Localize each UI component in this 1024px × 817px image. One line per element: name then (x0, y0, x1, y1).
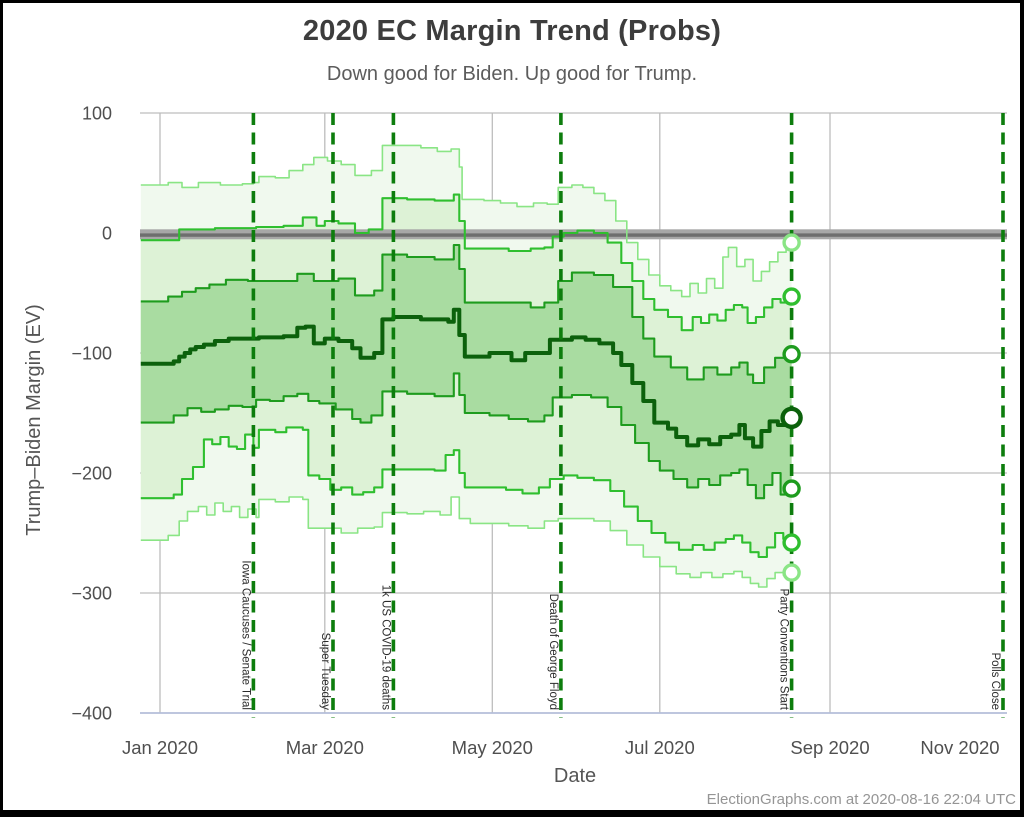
trend-line-lower-middle (140, 426, 793, 559)
event-label: Super Tuesday (319, 633, 331, 711)
zero-reference-line (140, 229, 1007, 240)
y-tick-label: −200 (71, 464, 112, 484)
x-tick-label: Sep 2020 (790, 737, 869, 758)
event-label: Iowa Caucuses / Senate Trial (239, 560, 251, 710)
endpoint-marker-upper-middle (782, 287, 801, 306)
event-label: Party Conventions Start (778, 589, 790, 711)
y-tick-label: −100 (71, 344, 112, 364)
chart-subtitle: Down good for Biden. Up good for Trump. (326, 63, 698, 85)
zero-line-core (140, 233, 1007, 237)
x-tick-label: Jan 2020 (122, 737, 198, 758)
y-tick-label: 0 (102, 224, 112, 244)
trend-line-upper-inner (140, 243, 793, 385)
trend-line-median (140, 307, 794, 449)
chart-footer-attribution: ElectionGraphs.com at 2020-08-16 22:04 U… (706, 791, 1016, 808)
endpoint-marker-lower-middle (782, 533, 801, 552)
trend-lines (140, 144, 794, 588)
trend-line-lower-inner (140, 372, 793, 500)
endpoint-marker-lower-inner (782, 479, 801, 498)
frame-bottom (0, 810, 1024, 817)
trend-line-upper-outer (140, 144, 793, 298)
x-tick-label: Mar 2020 (286, 737, 364, 758)
endpoint-marker-median (780, 406, 803, 429)
probability-bands (140, 145, 792, 587)
endpoint-markers (780, 233, 803, 582)
endpoint-marker-upper-inner (782, 345, 801, 364)
endpoint-marker-lower-outer (782, 563, 801, 582)
event-label: 1k US COVID-19 deaths (379, 585, 391, 711)
endpoint-marker-upper-outer (782, 233, 801, 252)
x-tick-label: Nov 2020 (920, 737, 999, 758)
event-label: Death of George Floyd (547, 594, 559, 710)
x-axis-title: Date (554, 765, 596, 787)
chart-title: 2020 EC Margin Trend (Probs) (302, 15, 722, 47)
band-inner (140, 245, 792, 499)
x-tick-label: Jul 2020 (625, 737, 695, 758)
event-label: Polls Close (989, 652, 1001, 710)
trend-line-lower-outer (140, 496, 793, 588)
y-axis-title: Trump–Biden Margin (EV) (23, 304, 45, 536)
y-tick-label: −400 (71, 704, 112, 724)
trend-line-upper-middle (140, 193, 793, 332)
frame-right (1020, 0, 1024, 817)
axis-tick-labels: 100 0 −100 −200 −300 −400 Jan 2020 Mar 2020 May … (71, 104, 999, 759)
y-tick-label: −300 (71, 584, 112, 604)
frame-top (0, 0, 1024, 3)
event-markers: Iowa Caucuses / Senate Trial Super Tuesda… (239, 113, 1005, 718)
frame-left (0, 0, 3, 817)
y-tick-label: 100 (82, 104, 112, 124)
x-tick-label: May 2020 (452, 737, 533, 758)
